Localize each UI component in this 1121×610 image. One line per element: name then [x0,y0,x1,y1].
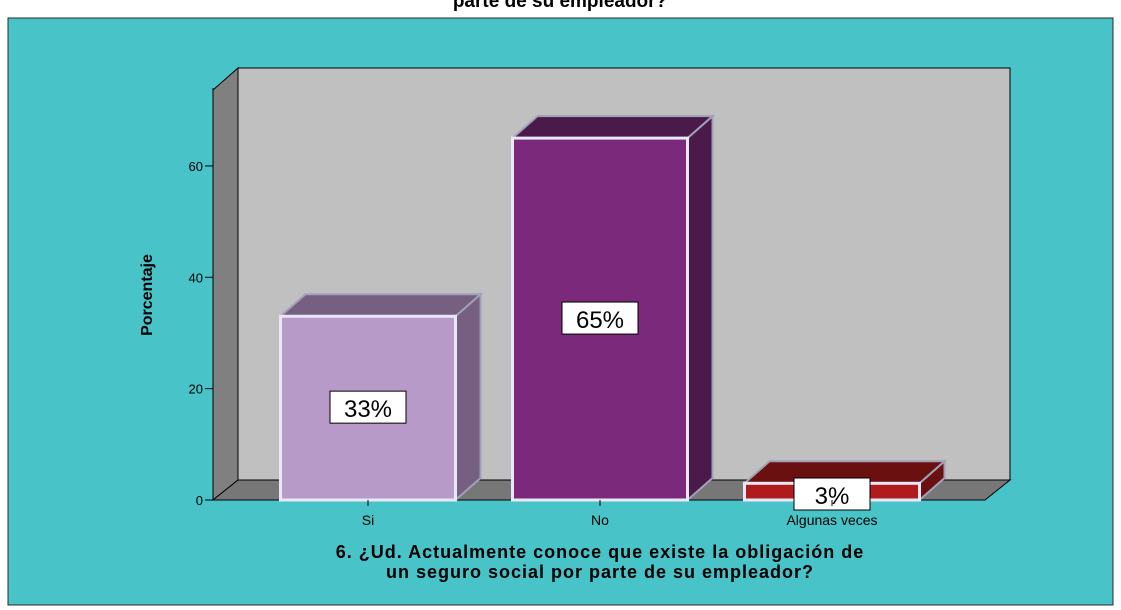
left-wall [212,66,239,502]
value-label-box [329,390,407,424]
x-axis-label: un seguro social por parte de su emplead… [386,562,814,582]
x-tick-label: Algunas veces [786,512,877,528]
value-label: 65% [576,307,624,334]
bar-top [277,293,484,318]
x-tick-label: Si [362,512,374,528]
bar-side [686,113,714,503]
bar-side [454,292,482,503]
y-tick-label: 0 [196,493,203,508]
value-label: 33% [344,396,392,423]
y-tick-label: 60 [189,159,203,174]
chart-title: parte de su empleador? [453,0,667,12]
y-tick-label: 20 [189,382,203,397]
x-axis-label: 6. ¿Ud. Actualmente conoce que existe la… [336,542,864,562]
value-label-box [561,301,639,335]
y-axis-label: Porcentaje [139,254,156,336]
bar-top [509,115,716,140]
y-tick-label: 40 [189,270,203,285]
x-tick-label: No [591,512,609,528]
